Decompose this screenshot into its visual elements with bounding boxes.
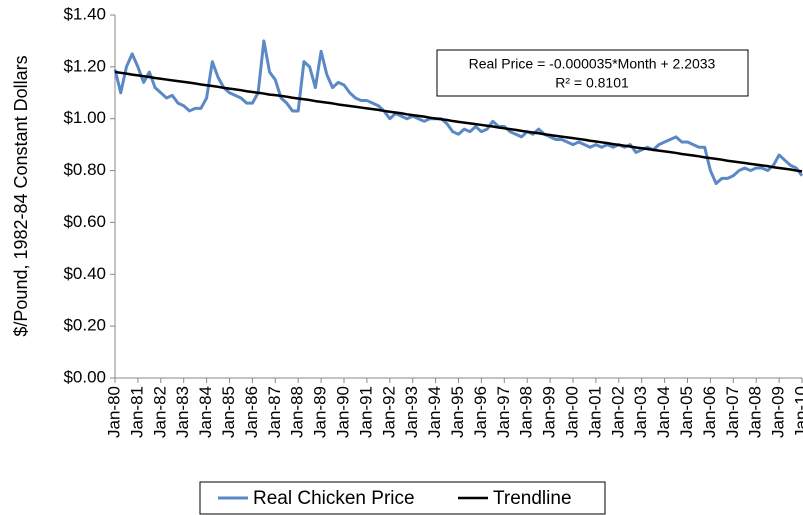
x-tick-label: Jan-89: [311, 386, 330, 438]
x-tick-label: Jan-92: [379, 386, 398, 438]
x-tick-label: Jan-06: [700, 386, 719, 438]
x-tick-label: Jan-87: [265, 386, 284, 438]
x-tick-label: Jan-96: [471, 386, 490, 438]
legend-label: Trendline: [493, 488, 572, 509]
x-tick-label: Jan-97: [494, 386, 513, 438]
y-axis-title: $/Pound, 1982-84 Constant Dollars: [11, 55, 31, 336]
x-tick-label: Jan-04: [654, 386, 673, 438]
x-tick-label: Jan-95: [448, 386, 467, 438]
x-tick-label: Jan-88: [288, 386, 307, 438]
x-tick-label: Jan-85: [219, 386, 238, 438]
y-tick-label: $0.60: [63, 212, 106, 231]
x-tick-label: Jan-84: [196, 386, 215, 438]
annotation: Real Price = -0.000035*Month + 2.2033: [469, 56, 716, 72]
x-tick-label: Jan-10: [791, 386, 803, 438]
x-tick-label: Jan-82: [150, 386, 169, 438]
series-line: [113, 39, 803, 186]
x-tick-label: Jan-02: [608, 386, 627, 438]
x-tick-label: Jan-81: [127, 386, 146, 438]
x-tick-label: Jan-91: [356, 386, 375, 438]
y-tick-label: $1.00: [63, 108, 106, 127]
x-tick-label: Jan-05: [677, 386, 696, 438]
x-tick-label: Jan-01: [585, 386, 604, 438]
y-tick-label: $0.40: [63, 264, 106, 283]
annotation-box: [436, 49, 749, 97]
y-tick-label: $0.20: [63, 316, 106, 335]
x-tick-label: Jan-00: [562, 386, 581, 438]
x-tick-label: Jan-83: [173, 386, 192, 438]
x-tick-label: Jan-80: [104, 386, 123, 438]
y-tick-label: $0.00: [63, 367, 106, 386]
y-tick-label: $1.20: [63, 56, 106, 75]
legend-label: Real Chicken Price: [253, 488, 415, 509]
series-line: [114, 70, 803, 173]
x-tick-label: Jan-90: [333, 386, 352, 438]
x-tick-label: Jan-03: [631, 386, 650, 438]
annotation: R² = 0.8101: [555, 75, 629, 91]
x-tick-label: Jan-07: [723, 386, 742, 438]
x-tick-label: Jan-09: [769, 386, 788, 438]
x-tick-label: Jan-08: [746, 386, 765, 438]
y-tick-label: $1.40: [63, 4, 106, 23]
x-tick-label: Jan-94: [425, 386, 444, 438]
legend: [199, 481, 606, 515]
x-tick-label: Jan-86: [242, 386, 261, 438]
y-tick-label: $0.80: [63, 160, 106, 179]
x-tick-label: Jan-93: [402, 386, 421, 438]
x-tick-label: Jan-98: [517, 386, 536, 438]
x-tick-label: Jan-99: [540, 386, 559, 438]
